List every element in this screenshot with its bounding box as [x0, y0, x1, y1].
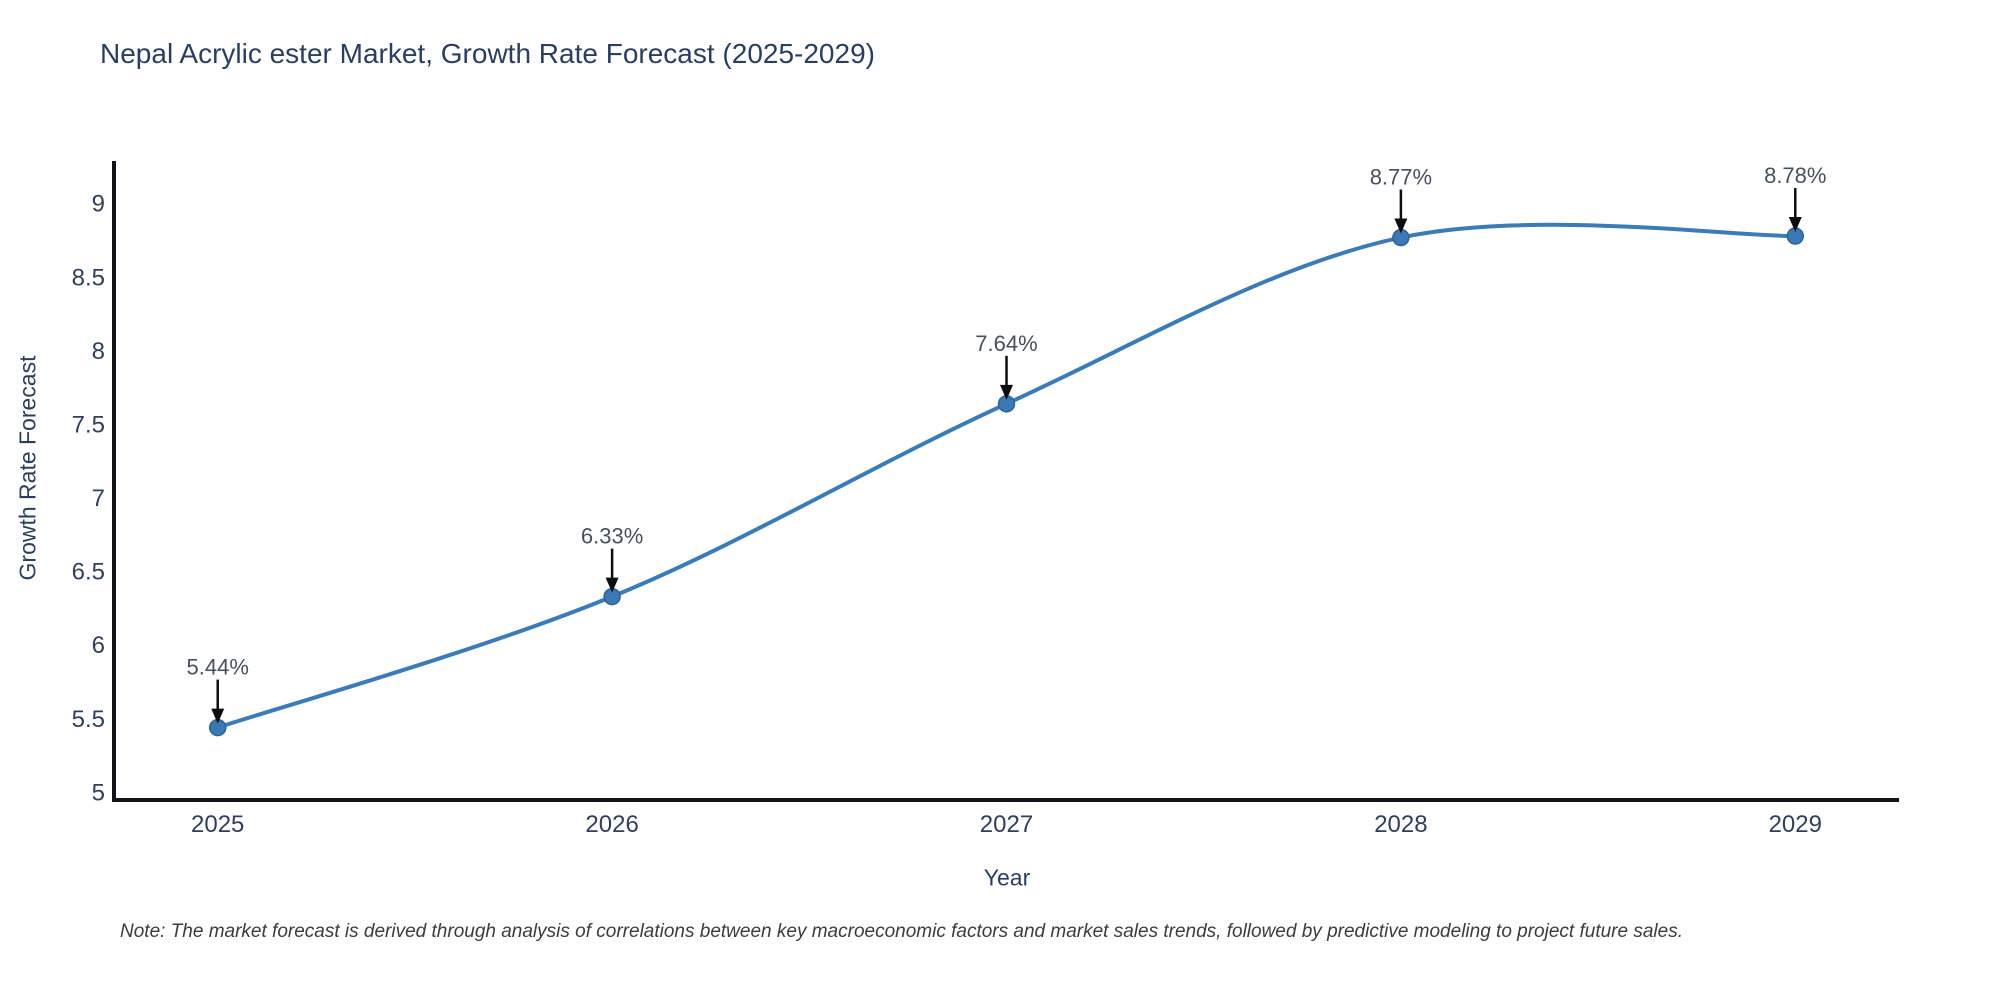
data-point-label: 6.33% — [581, 524, 643, 549]
y-tick-label: 6.5 — [72, 559, 105, 586]
y-tick-label: 7.5 — [72, 411, 105, 438]
data-point-label: 8.78% — [1764, 163, 1826, 188]
x-tick-label: 2025 — [191, 811, 244, 838]
y-tick-label: 6 — [92, 632, 105, 659]
y-tick-label: 5 — [92, 779, 105, 806]
y-tick-label: 9 — [92, 191, 105, 218]
y-tick-label: 8.5 — [72, 264, 105, 291]
data-point-label: 8.77% — [1370, 165, 1432, 190]
chart-title: Nepal Acrylic ester Market, Growth Rate … — [100, 38, 875, 69]
forecast-line[interactable] — [215, 222, 1798, 730]
x-axis-title: Year — [983, 864, 1031, 891]
y-tick-label: 7 — [92, 485, 105, 512]
annotation-arrowhead-icon — [1788, 217, 1802, 233]
data-point-label: 5.44% — [187, 655, 249, 680]
annotation-arrowhead-icon — [605, 577, 619, 593]
annotation-arrowhead-icon — [1394, 218, 1408, 234]
annotation-arrowhead-icon — [211, 708, 225, 724]
y-tick-label: 8 — [92, 338, 105, 365]
footnote: Note: The market forecast is derived thr… — [120, 921, 1683, 942]
x-tick-label: 2028 — [1374, 811, 1427, 838]
annotation-arrowhead-icon — [1000, 384, 1013, 400]
y-tick-label: 5.5 — [72, 706, 105, 733]
x-tick-label: 2027 — [980, 811, 1033, 838]
x-tick-label: 2026 — [585, 811, 638, 838]
y-axis-title: Growth Rate Forecast — [14, 355, 41, 581]
x-tick-label: 2029 — [1769, 811, 1822, 838]
data-point-label: 7.64% — [975, 331, 1037, 356]
